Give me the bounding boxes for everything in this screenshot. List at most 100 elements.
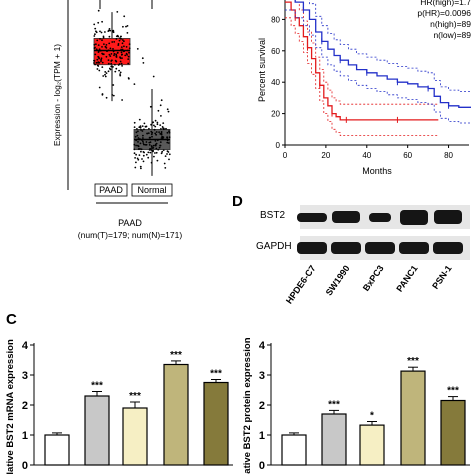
data-point [137,141,139,143]
significance-label: *** [129,391,141,402]
x-tick-label: 80 [444,151,453,160]
data-point [113,41,116,43]
bar-psn-1 [203,381,229,466]
y-tick-label: 20 [271,110,280,119]
data-point [128,47,131,50]
data-point [167,110,170,113]
data-point [110,65,113,68]
data-point [94,33,96,36]
data-point [116,51,119,54]
data-point [112,48,114,50]
data-point [141,125,144,127]
data-point [122,50,125,53]
data-point [154,125,157,128]
data-point [152,144,155,147]
data-point [108,28,111,30]
data-point [125,46,128,48]
data-point [138,118,141,121]
data-point [100,57,103,60]
data-point [96,68,99,70]
data-point [97,9,100,12]
data-point [111,94,114,96]
y-tick-label: 80 [271,15,280,24]
data-point [163,162,166,165]
data-point [142,160,145,163]
data-point [141,130,144,132]
data-point [139,126,142,129]
data-point [126,25,129,27]
data-point [168,158,170,161]
y-tick-label: 4 [259,340,266,352]
data-point [99,38,101,40]
data-point [158,131,161,134]
mrna-bar-chart: 0 1 2 3 4 Relative BST2 mRNA expression *** ***… [5,339,233,474]
bar-psn-1 [440,399,466,466]
band-gapdh [331,242,361,254]
data-point [166,141,169,144]
data-point [145,143,148,146]
data-point [167,142,170,144]
data-point [93,62,95,64]
bar-sw1990 [321,413,347,466]
data-point [134,135,137,138]
data-point [128,43,131,45]
data-point [109,68,112,71]
data-point [119,56,121,58]
lane-label: HPDE6-C7 [284,264,318,306]
data-point [114,63,116,66]
data-point [108,42,111,45]
data-point [139,125,142,127]
data-point [110,60,113,62]
data-point [98,69,101,72]
data-point [140,148,143,151]
legend-entry: HR(high)=1.7 [420,0,471,7]
data-point [155,131,158,133]
data-point [154,144,157,147]
data-point [161,135,164,138]
data-point [114,70,117,73]
data-point [119,37,121,39]
band-gapdh [399,242,429,254]
x-tick-label: 0 [283,151,288,160]
data-point [120,35,122,38]
data-point [126,49,129,52]
data-point [100,58,102,61]
data-point [155,133,158,136]
data-point [168,136,171,139]
data-point [166,108,169,111]
data-point [156,123,159,126]
y-tick-label: 2 [22,400,28,412]
data-point [99,30,101,33]
data-point [151,135,153,138]
data-point [157,148,160,151]
data-point [108,53,111,56]
data-point [154,152,156,154]
data-point [101,61,104,64]
data-point [133,148,136,151]
data-point [115,67,118,70]
band-bst2 [369,212,391,222]
data-point [126,32,129,34]
data-point [152,121,155,124]
data-point [121,99,123,101]
data-point [136,134,139,137]
data-point [148,127,150,130]
data-point [109,29,112,32]
significance-label: *** [407,356,419,367]
y-tick-label: 60 [271,47,280,56]
data-point [116,34,119,37]
data-point [99,49,102,52]
data-point [100,31,103,34]
data-point [142,154,145,157]
data-point [112,29,115,32]
group-note: (num(T)=179; num(N)=171) [78,230,183,240]
data-point [160,99,163,102]
data-point [148,136,151,139]
band-bst2 [297,212,327,222]
data-point [127,58,130,60]
data-point [115,53,118,56]
data-point [147,132,150,135]
data-point [160,137,163,139]
data-point [127,77,130,79]
data-point [143,128,145,131]
